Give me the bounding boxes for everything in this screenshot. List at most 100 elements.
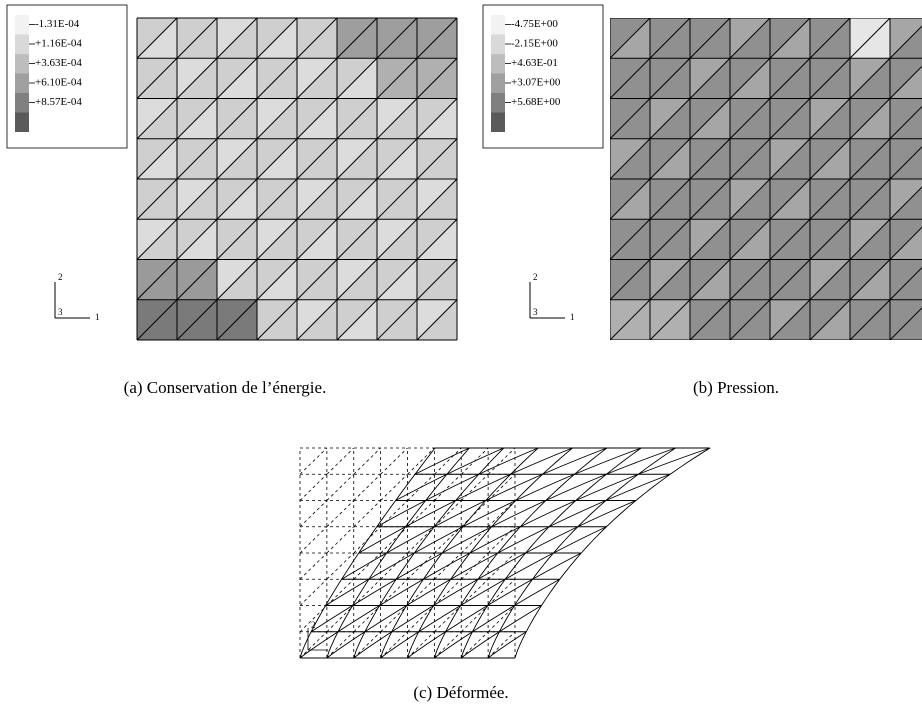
deformed-line (358, 526, 406, 554)
grid-dashed (434, 578, 462, 606)
mesh-line (689, 178, 731, 220)
legend-swatch (15, 54, 29, 74)
mesh-line (849, 259, 891, 301)
deformed-line (499, 605, 542, 633)
legend-label: +5.68E+00 (511, 96, 561, 108)
mesh-line (256, 299, 298, 341)
caption: (a) Conservation de l’énergie. (124, 378, 327, 397)
caption: (b) Pression. (693, 378, 779, 397)
mesh-line (610, 18, 651, 59)
mesh-line (769, 98, 811, 140)
grid-dashed (299, 473, 328, 501)
legend-swatch (15, 73, 29, 93)
deformed-line (515, 473, 575, 501)
legend-swatch (15, 34, 29, 54)
mesh-line (849, 57, 891, 99)
mesh-line (256, 178, 298, 220)
element (890, 179, 922, 220)
deformed-line (425, 473, 480, 501)
mesh-line (689, 98, 731, 140)
grid-dashed (487, 631, 516, 659)
deformed-line (542, 447, 608, 475)
mesh-line (176, 57, 218, 99)
mesh-line (136, 138, 178, 180)
grid-dashed (460, 578, 489, 606)
legend-swatch (15, 93, 29, 113)
legend-label: -2.15E+00 (511, 38, 558, 50)
deformed-line (510, 447, 573, 475)
deformed-line (450, 552, 499, 580)
mesh-line (216, 218, 258, 260)
deformed-line (379, 578, 424, 606)
deformed-line (638, 447, 711, 475)
legend-swatch (491, 93, 505, 113)
mesh-line (376, 98, 418, 140)
mesh-line (849, 299, 891, 340)
deformed-line (405, 500, 456, 528)
mesh-line (729, 259, 771, 301)
legend-label: +3.07E+00 (511, 77, 561, 89)
mesh-line (610, 138, 651, 180)
mesh-line (216, 57, 258, 99)
mesh-line (769, 299, 811, 340)
mesh-line (336, 218, 378, 260)
mesh-line (849, 98, 891, 140)
mesh-line (416, 299, 458, 341)
grid-dashed (487, 605, 516, 633)
mesh-line (849, 178, 891, 220)
mesh-line (769, 178, 811, 220)
legend-swatch (15, 15, 29, 35)
deformed-line (446, 447, 504, 475)
mesh-line (416, 57, 458, 99)
legend-swatch (491, 34, 505, 54)
legend-label: -1.31E-04 (35, 18, 80, 30)
mesh-line (136, 57, 178, 99)
axis-label: 1 (95, 312, 100, 322)
legend-label: +8.57E-04 (35, 96, 82, 108)
deformed-line (395, 552, 443, 580)
axis-label: 3 (533, 307, 538, 317)
mesh-line (136, 17, 178, 59)
mesh-line (809, 138, 851, 180)
deformed-line (337, 605, 380, 633)
grid-dashed (299, 447, 328, 475)
mesh-line (376, 299, 418, 341)
mesh-line (769, 138, 811, 180)
mesh-line (376, 57, 418, 99)
deformed-line (310, 605, 353, 633)
mesh-line (136, 259, 178, 301)
grid-dashed (299, 500, 328, 528)
grid-dashed (353, 552, 381, 580)
mesh-line (336, 138, 378, 180)
mesh-line (649, 259, 691, 301)
deformed-line (434, 500, 486, 528)
legend-label: +1.16E-04 (35, 38, 82, 50)
mesh-line (889, 25, 922, 59)
mesh-line (729, 18, 771, 59)
mesh-line (176, 17, 218, 59)
grid-dashed (380, 605, 408, 633)
mesh-line (296, 17, 338, 59)
mesh-line (649, 57, 691, 99)
mesh-line (809, 57, 851, 99)
grid-dashed (353, 605, 381, 633)
mesh-line (416, 138, 458, 180)
mesh-line (336, 98, 378, 140)
deformed-line (423, 552, 471, 580)
grid-dashed (407, 631, 435, 659)
deformed-line (605, 473, 671, 501)
grid-dashed (487, 473, 516, 501)
mesh-line (336, 17, 378, 59)
grid-dashed (434, 605, 462, 633)
mesh-line (689, 18, 731, 59)
mesh-line (296, 138, 338, 180)
mesh-line (136, 98, 178, 140)
deformed-line (326, 631, 366, 659)
axis-label: 3 (58, 307, 63, 317)
deformed-line (414, 526, 464, 554)
grid-dashed (380, 552, 408, 580)
grid-dashed (407, 578, 435, 606)
grid-dashed (434, 631, 462, 659)
deformed-line (548, 500, 607, 528)
